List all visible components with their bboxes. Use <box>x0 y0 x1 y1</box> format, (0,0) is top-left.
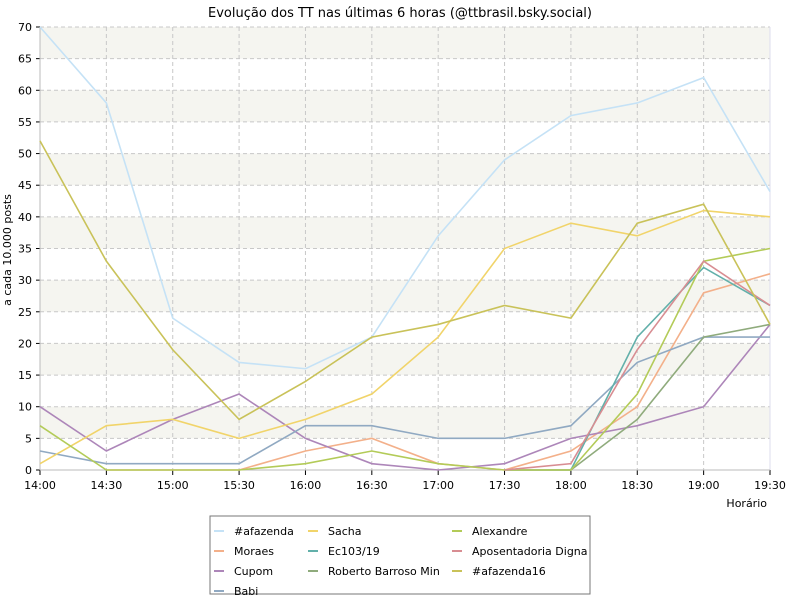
y-tick-label: 65 <box>18 53 32 66</box>
legend-label: Alexandre <box>472 525 528 538</box>
background-band <box>40 406 770 439</box>
legend-label: #afazenda <box>234 525 294 538</box>
y-tick-label: 70 <box>18 21 32 34</box>
grid-lines <box>40 26 771 470</box>
y-tick-label: 15 <box>18 369 32 382</box>
background-band <box>40 280 770 312</box>
y-tick-label: 0 <box>25 464 32 477</box>
x-tick-label: 15:30 <box>223 479 255 492</box>
x-tick-label: 18:30 <box>621 479 653 492</box>
y-axis-label: a cada 10.000 posts <box>1 194 14 306</box>
legend-label: Moraes <box>234 545 274 558</box>
legend-label: Aposentadoria Digna <box>472 545 588 558</box>
x-tick-label: 17:30 <box>489 479 521 492</box>
y-tick-label: 55 <box>18 116 32 129</box>
x-tick-label: 16:30 <box>356 479 388 492</box>
y-tick-label: 30 <box>18 274 32 287</box>
series-line <box>39 209 771 465</box>
x-tick-label: 17:00 <box>422 479 454 492</box>
x-tick-label: 18:00 <box>555 479 587 492</box>
y-tick-label: 25 <box>18 306 32 319</box>
y-tick-label: 20 <box>18 337 32 350</box>
series-line <box>39 140 771 421</box>
series-line <box>39 323 771 471</box>
y-tick-label: 60 <box>18 84 32 97</box>
x-tick-label: 16:00 <box>290 479 322 492</box>
x-tick-label: 15:00 <box>157 479 189 492</box>
y-tick-label: 50 <box>18 148 32 161</box>
legend-label: #afazenda16 <box>472 565 546 578</box>
background-band <box>40 27 770 59</box>
x-tick-label: 19:00 <box>688 479 720 492</box>
background-band <box>40 90 770 122</box>
x-tick-label: 14:30 <box>91 479 123 492</box>
legend-label: Sacha <box>328 525 361 538</box>
y-tick-label: 10 <box>18 401 32 414</box>
x-tick-label: 19:30 <box>754 479 786 492</box>
x-tick-label: 14:00 <box>24 479 56 492</box>
legend-label: Ec103/19 <box>328 545 380 558</box>
x-axis-label: Horário <box>726 497 767 510</box>
legend-label: Cupom <box>234 565 273 578</box>
y-axis: 0 5 10 15 20 25 30 35 40 45 50 55 60 65 70 <box>18 21 771 477</box>
legend-label: Babi <box>234 585 258 598</box>
series-line <box>39 26 771 370</box>
background-band <box>40 343 770 376</box>
series-line <box>39 247 771 471</box>
y-tick-label: 45 <box>18 179 32 192</box>
y-tick-label: 35 <box>18 243 32 256</box>
legend-label: Roberto Barroso Min <box>328 565 440 578</box>
series-line <box>39 336 770 465</box>
y-tick-label: 40 <box>18 211 32 224</box>
series-line <box>504 260 771 471</box>
background-bands <box>40 27 770 439</box>
background-band <box>40 216 770 249</box>
x-axis: 14:00 14:30 15:00 15:30 16:00 16:30 17:00 17:30… <box>24 469 786 492</box>
chart-title: Evolução dos TT nas últimas 6 horas (@tt… <box>208 6 592 21</box>
series-lines <box>39 26 771 471</box>
background-band <box>40 153 770 186</box>
legend: #afazenda Moraes Cupom Babi Sacha Ec103/19 Rob… <box>209 515 591 598</box>
y-tick-label: 5 <box>25 432 32 445</box>
